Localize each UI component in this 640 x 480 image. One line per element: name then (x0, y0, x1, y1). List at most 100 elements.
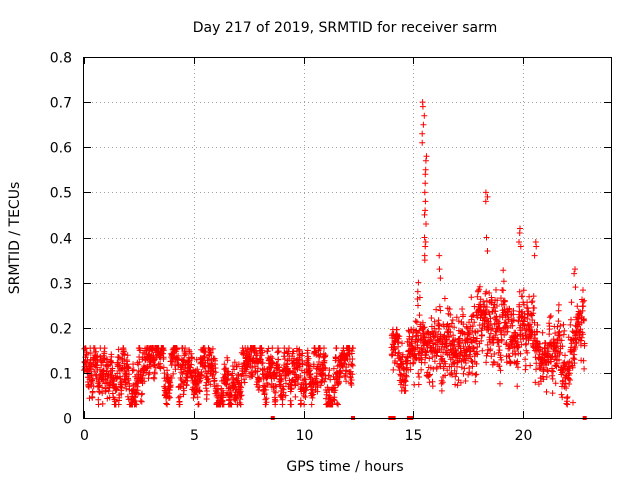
data-point (95, 401, 102, 408)
data-point (476, 283, 483, 290)
data-point (462, 378, 469, 384)
data-point (501, 332, 508, 338)
data-point (430, 333, 437, 340)
data-point (188, 361, 195, 368)
data-point (540, 376, 547, 383)
data-point (453, 370, 460, 377)
data-point (490, 304, 497, 311)
data-point (402, 378, 409, 385)
data-point (478, 304, 484, 311)
data-point (423, 349, 430, 356)
data-point (113, 386, 120, 393)
y-tick-label: 0 (63, 412, 72, 428)
data-point (532, 379, 539, 386)
data-point (343, 378, 350, 385)
data-point (495, 320, 502, 327)
data-point (500, 267, 507, 274)
data-point (509, 317, 516, 324)
data-point (399, 351, 406, 358)
data-point (203, 385, 210, 392)
data-point (160, 354, 167, 361)
data-point (431, 325, 438, 332)
data-point (310, 391, 317, 398)
data-point (194, 394, 201, 401)
data-point (92, 371, 99, 378)
data-point (531, 252, 538, 259)
data-point (503, 320, 510, 327)
data-point (427, 336, 434, 343)
data-point (533, 360, 540, 367)
data-point (183, 382, 190, 389)
data-point (447, 311, 454, 318)
data-point (478, 337, 485, 344)
data-point (566, 381, 573, 387)
data-point (496, 320, 503, 327)
data-point (428, 337, 435, 344)
data-point (273, 383, 280, 390)
data-point (504, 324, 511, 331)
data-point (517, 350, 524, 357)
data-point (460, 370, 467, 377)
data-point (166, 378, 173, 385)
y-tick-label: 0.8 (50, 51, 72, 67)
data-point (579, 331, 586, 338)
data-point (133, 401, 140, 408)
data-point (348, 350, 355, 357)
data-point (207, 381, 214, 388)
x-tick-label: 20 (515, 428, 533, 444)
data-point (528, 324, 535, 330)
data-point (474, 293, 481, 300)
data-point (333, 345, 340, 352)
data-point (543, 374, 550, 380)
data-point (283, 380, 289, 387)
data-point (422, 243, 429, 250)
data-point (473, 338, 480, 345)
data-point (472, 378, 479, 385)
data-point (510, 307, 517, 314)
data-point (421, 234, 428, 241)
data-point (151, 370, 158, 377)
data-point (321, 378, 328, 385)
data-points (81, 99, 588, 420)
data-point (304, 347, 311, 354)
data-point (309, 394, 316, 401)
data-point (453, 350, 460, 357)
data-point (419, 103, 426, 110)
data-point (484, 248, 491, 254)
data-point (437, 275, 444, 282)
data-point (429, 340, 436, 347)
data-point (259, 349, 266, 356)
data-point (436, 266, 443, 273)
data-point (109, 359, 115, 366)
data-point (139, 372, 146, 379)
data-point (135, 361, 142, 368)
data-point (272, 397, 279, 404)
data-point (151, 375, 158, 382)
data-point (118, 390, 125, 397)
data-point (571, 270, 578, 277)
data-point (511, 317, 517, 323)
data-point (513, 332, 520, 339)
data-point (496, 363, 503, 370)
data-point (241, 376, 247, 383)
data-point (263, 399, 270, 406)
data-point (407, 366, 414, 373)
x-axis-title: GPS time / hours (286, 459, 403, 475)
data-point (495, 343, 502, 350)
data-point (516, 288, 523, 295)
data-point (395, 350, 402, 357)
data-point (570, 399, 576, 406)
data-point (467, 353, 474, 360)
y-tick-label: 0.6 (50, 141, 72, 157)
data-point (471, 319, 478, 326)
data-point (87, 350, 94, 357)
data-point (115, 362, 122, 369)
data-point (416, 327, 423, 334)
data-point (479, 347, 486, 354)
data-point (514, 339, 521, 346)
data-point (100, 367, 107, 374)
data-point (136, 359, 143, 365)
data-point (433, 364, 440, 371)
data-point (437, 307, 444, 314)
data-point (166, 394, 173, 401)
